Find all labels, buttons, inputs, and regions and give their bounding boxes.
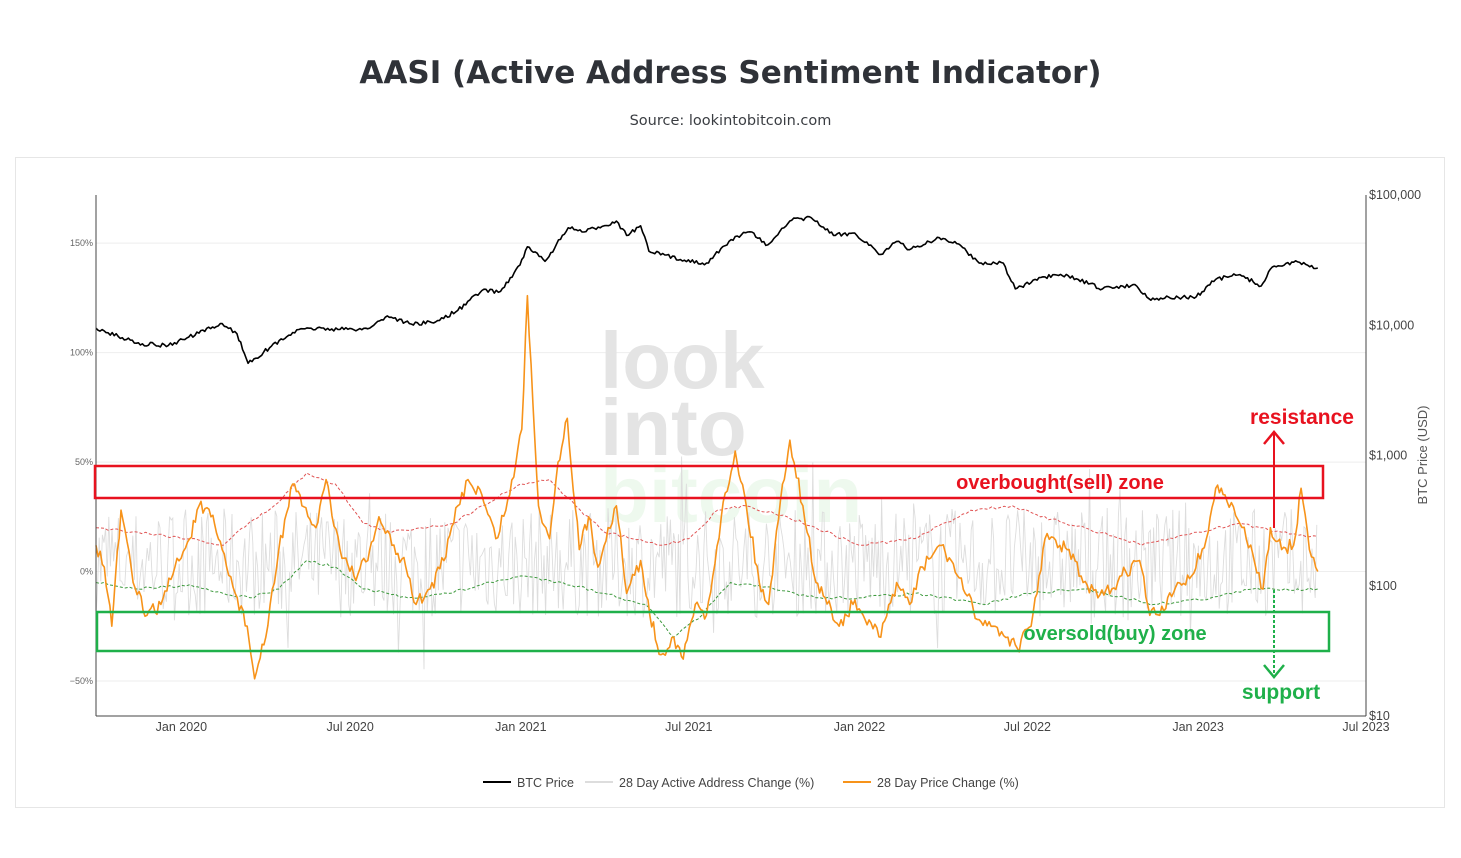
y-left-tick-label: −50% — [70, 676, 93, 686]
overbought-zone-box — [93, 464, 1325, 500]
series-price-change — [95, 294, 1319, 680]
chart-frame — [15, 157, 1445, 808]
oversold-zone-box — [95, 610, 1331, 653]
price-change-line — [95, 294, 1319, 680]
gridlines — [96, 242, 1366, 682]
x-tick-label: Jul 2023 — [1342, 720, 1389, 734]
y-right-axis-title: BTC Price (USD) — [1415, 406, 1430, 505]
chart-subtitle: Source: lookintobitcoin.com — [629, 113, 832, 129]
x-tick-label: Jan 2020 — [156, 720, 207, 734]
y-left-tick-label: 0% — [80, 567, 93, 577]
chart-title: AASI (Active Address Sentiment Indicator… — [359, 55, 1102, 91]
y-right-tick-label: $10 — [1369, 709, 1390, 723]
watermark-word: into — [600, 383, 747, 472]
legend-item[interactable]: 28 Day Price Change (%) — [877, 776, 1019, 790]
y-right-tick-label: $10,000 — [1369, 318, 1414, 332]
y-left-tick-label: 100% — [70, 348, 93, 358]
y-left-tick-label: 50% — [75, 457, 93, 467]
legend-item[interactable]: BTC Price — [517, 776, 574, 790]
legend-item[interactable]: 28 Day Active Address Change (%) — [619, 776, 814, 790]
overbought-zone-label: overbought(sell) zone — [956, 472, 1164, 494]
btc-price-line — [95, 215, 1318, 365]
annotations: overbought(sell) zone oversold(buy) zone r… — [93, 406, 1354, 704]
oversold-zone-label: oversold(buy) zone — [1023, 623, 1206, 645]
upper-band-line — [95, 472, 1318, 546]
y-left-tick-label: 150% — [70, 238, 93, 248]
support-arrow-head — [1263, 664, 1285, 679]
series-active-address-change — [95, 456, 1318, 670]
series-btc-price — [95, 215, 1318, 365]
x-tick-label: Jan 2022 — [834, 720, 885, 734]
x-tick-label: Jan 2023 — [1172, 720, 1223, 734]
support-label: support — [1242, 681, 1320, 704]
x-tick-label: Jan 2021 — [495, 720, 546, 734]
watermark-word: look — [600, 316, 765, 405]
x-tick-label: Jul 2021 — [665, 720, 712, 734]
series-bands — [95, 472, 1318, 638]
lower-band-line — [95, 560, 1318, 638]
resistance-label: resistance — [1250, 406, 1354, 429]
watermark-word: bitcoin — [600, 450, 862, 539]
y-right-tick-label: $1,000 — [1369, 449, 1407, 463]
resistance-arrow-head — [1263, 430, 1285, 445]
address-change-line — [95, 456, 1318, 670]
watermark: lookintobitcoin — [600, 316, 862, 539]
y-right-tick-label: $100,000 — [1369, 188, 1421, 202]
x-tick-label: Jul 2020 — [327, 720, 374, 734]
legend[interactable]: BTC Price 28 Day Active Address Change (%… — [483, 776, 1019, 790]
x-tick-label: Jul 2022 — [1004, 720, 1051, 734]
y-right-tick-label: $100 — [1369, 579, 1397, 593]
